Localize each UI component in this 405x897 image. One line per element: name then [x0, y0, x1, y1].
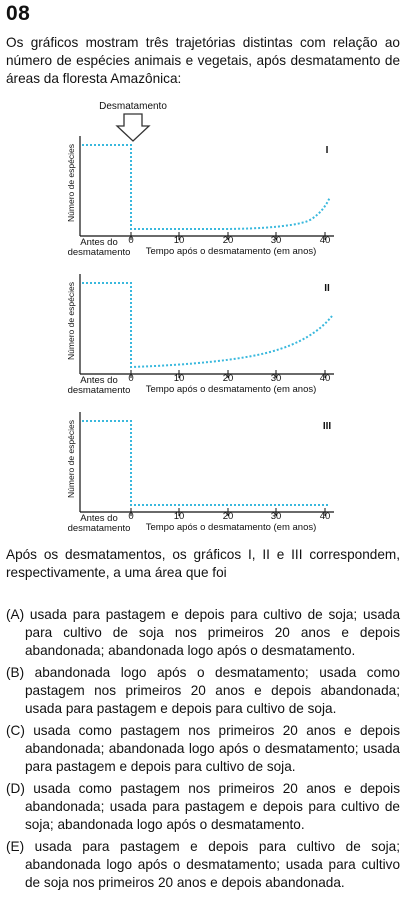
question-intro: Os gráficos mostram três trajetórias dis…: [6, 35, 400, 86]
chart-3-before-label-1: Antes do: [80, 513, 118, 524]
chart-2-label: II: [324, 283, 330, 294]
chart-2-before-label-1: Antes do: [80, 375, 118, 386]
option-a-text: usada para pastagem e depois para cultiv…: [25, 607, 400, 658]
chart-3-tick-label-30: 30: [271, 511, 282, 522]
answer-options: (A) usada para pastagem e depois para cu…: [6, 606, 400, 896]
chart-2-xlabel: Tempo após o desmatamento (em anos): [146, 384, 317, 395]
option-c[interactable]: (C) usada como pastagem nos primeiros 20…: [6, 722, 400, 776]
chart-2: Número de espécies 0 10 20 30 40 Antes d…: [66, 274, 334, 396]
chart-3-tick-label-20: 20: [223, 511, 234, 522]
chart-2-tick-label-0: 0: [128, 373, 133, 384]
chart-3-tick-label-0: 0: [128, 511, 133, 522]
option-b-text: abandonada logo após o desmatamento; usa…: [25, 665, 400, 716]
chart-3-label: III: [323, 421, 332, 432]
chart-1-before-label-1: Antes do: [80, 237, 118, 248]
option-c-text: usada como pastagem nos primeiros 20 ano…: [25, 723, 400, 774]
chart-1-xlabel: Tempo após o desmatamento (em anos): [146, 246, 317, 257]
chart-3-ylabel: Número de espécies: [66, 420, 76, 498]
option-e[interactable]: (E) usada para pastagem e depois para cu…: [6, 838, 400, 892]
chart-1: Número de espécies 0 10 20 30 40 Antes d…: [66, 136, 334, 258]
option-b-letter: (B): [6, 665, 25, 680]
chart-1-ylabel: Número de espécies: [66, 144, 76, 222]
chart-3-before-label-2: desmatamento: [68, 523, 131, 534]
species-trajectory-figure: Desmatamento Número de espécies 0 10 20 …: [66, 101, 334, 534]
chart-1-label: I: [326, 145, 329, 156]
option-d-text: usada como pastagem nos primeiros 20 ano…: [25, 781, 400, 832]
chart-1-before-label-2: desmatamento: [68, 247, 131, 258]
option-d[interactable]: (D) usada como pastagem nos primeiros 20…: [6, 780, 400, 834]
deforestation-arrow-icon: [115, 113, 151, 142]
chart-3-tick-label-10: 10: [174, 511, 185, 522]
option-a[interactable]: (A) usada para pastagem e depois para cu…: [6, 606, 400, 660]
option-e-letter: (E): [6, 839, 25, 854]
question-number: 08: [6, 2, 31, 25]
chart-2-ylabel: Número de espécies: [66, 282, 76, 360]
chart-1-trajectory: [82, 144, 331, 230]
option-d-letter: (D): [6, 781, 25, 796]
question-stem: Após os desmatamentos, os gráficos I, II…: [6, 547, 400, 580]
chart-1-tick-label-20: 20: [223, 235, 234, 246]
chart-2-tick-label-40: 40: [320, 373, 331, 384]
chart-2-tick-label-30: 30: [271, 373, 282, 384]
chart-1-tick-label-10: 10: [174, 235, 185, 246]
chart-2-tick-label-10: 10: [174, 373, 185, 384]
chart-2-trajectory: [82, 282, 333, 369]
chart-3: Número de espécies 0 10 20 30 40 Antes d…: [66, 412, 334, 534]
arrow-label: Desmatamento: [99, 101, 167, 112]
chart-1-tick-label-0: 0: [128, 235, 133, 246]
option-b[interactable]: (B) abandonada logo após o desmatamento;…: [6, 664, 400, 718]
chart-2-tick-label-20: 20: [223, 373, 234, 384]
option-e-text: usada para pastagem e depois para cultiv…: [25, 839, 400, 890]
chart-3-trajectory: [82, 420, 330, 506]
option-a-letter: (A): [6, 607, 25, 622]
chart-3-tick-label-40: 40: [320, 511, 331, 522]
chart-2-before-label-2: desmatamento: [68, 385, 131, 396]
option-c-letter: (C): [6, 723, 25, 738]
chart-3-xlabel: Tempo após o desmatamento (em anos): [146, 522, 317, 533]
chart-1-tick-label-40: 40: [320, 235, 331, 246]
chart-1-tick-label-30: 30: [271, 235, 282, 246]
